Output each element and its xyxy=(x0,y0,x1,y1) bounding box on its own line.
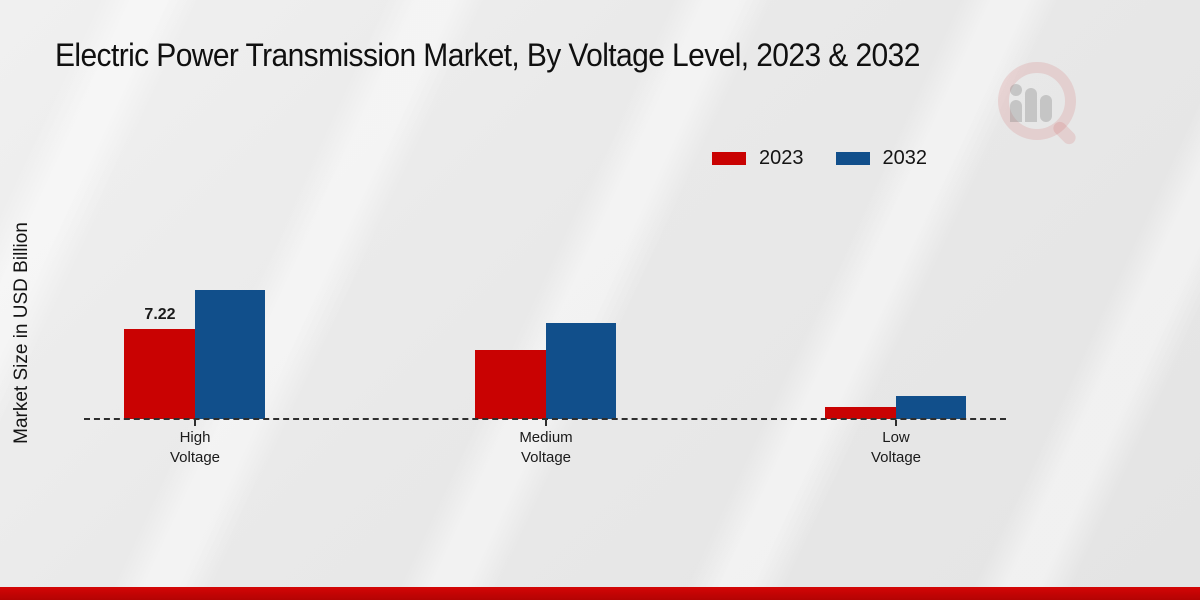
logo-bar-icon xyxy=(1025,88,1037,122)
bar-2023-high-voltage xyxy=(124,329,195,419)
legend-swatch-icon xyxy=(835,152,870,165)
legend-label: 2023 xyxy=(759,147,804,169)
footer-accent-bar xyxy=(0,587,1200,600)
chart-title: Electric Power Transmission Market, By V… xyxy=(55,38,920,74)
legend-item-2032: 2032 xyxy=(835,147,928,170)
legend-label: 2032 xyxy=(882,147,928,169)
logo-dot-icon xyxy=(1010,84,1022,96)
bar-2032-medium-voltage xyxy=(546,323,616,419)
category-label-high-voltage: High Voltage xyxy=(169,429,221,466)
bar-2023-medium-voltage xyxy=(475,350,546,419)
logo-bar-icon xyxy=(1040,95,1052,122)
x-axis-tick xyxy=(545,420,547,426)
category-label-medium-voltage: Medium Voltage xyxy=(519,429,573,466)
bar-2023-low-voltage xyxy=(825,407,896,419)
bar-2032-high-voltage xyxy=(195,290,265,419)
x-axis-tick xyxy=(194,420,196,426)
magnifier-bar-chart-logo-icon xyxy=(992,60,1102,147)
bar-value-label: 7.22 xyxy=(144,306,176,323)
legend-item-2023: 2023 xyxy=(712,147,804,170)
category-label-low-voltage: Low Voltage xyxy=(870,429,922,466)
logo-bar-icon xyxy=(1010,100,1022,122)
legend: 2023 2032 xyxy=(712,147,927,170)
bar-2032-low-voltage xyxy=(896,396,966,419)
x-axis-baseline xyxy=(84,418,1006,420)
magnifier-lens-icon xyxy=(998,62,1076,140)
legend-swatch-icon xyxy=(712,152,746,165)
x-axis-tick xyxy=(895,420,897,426)
